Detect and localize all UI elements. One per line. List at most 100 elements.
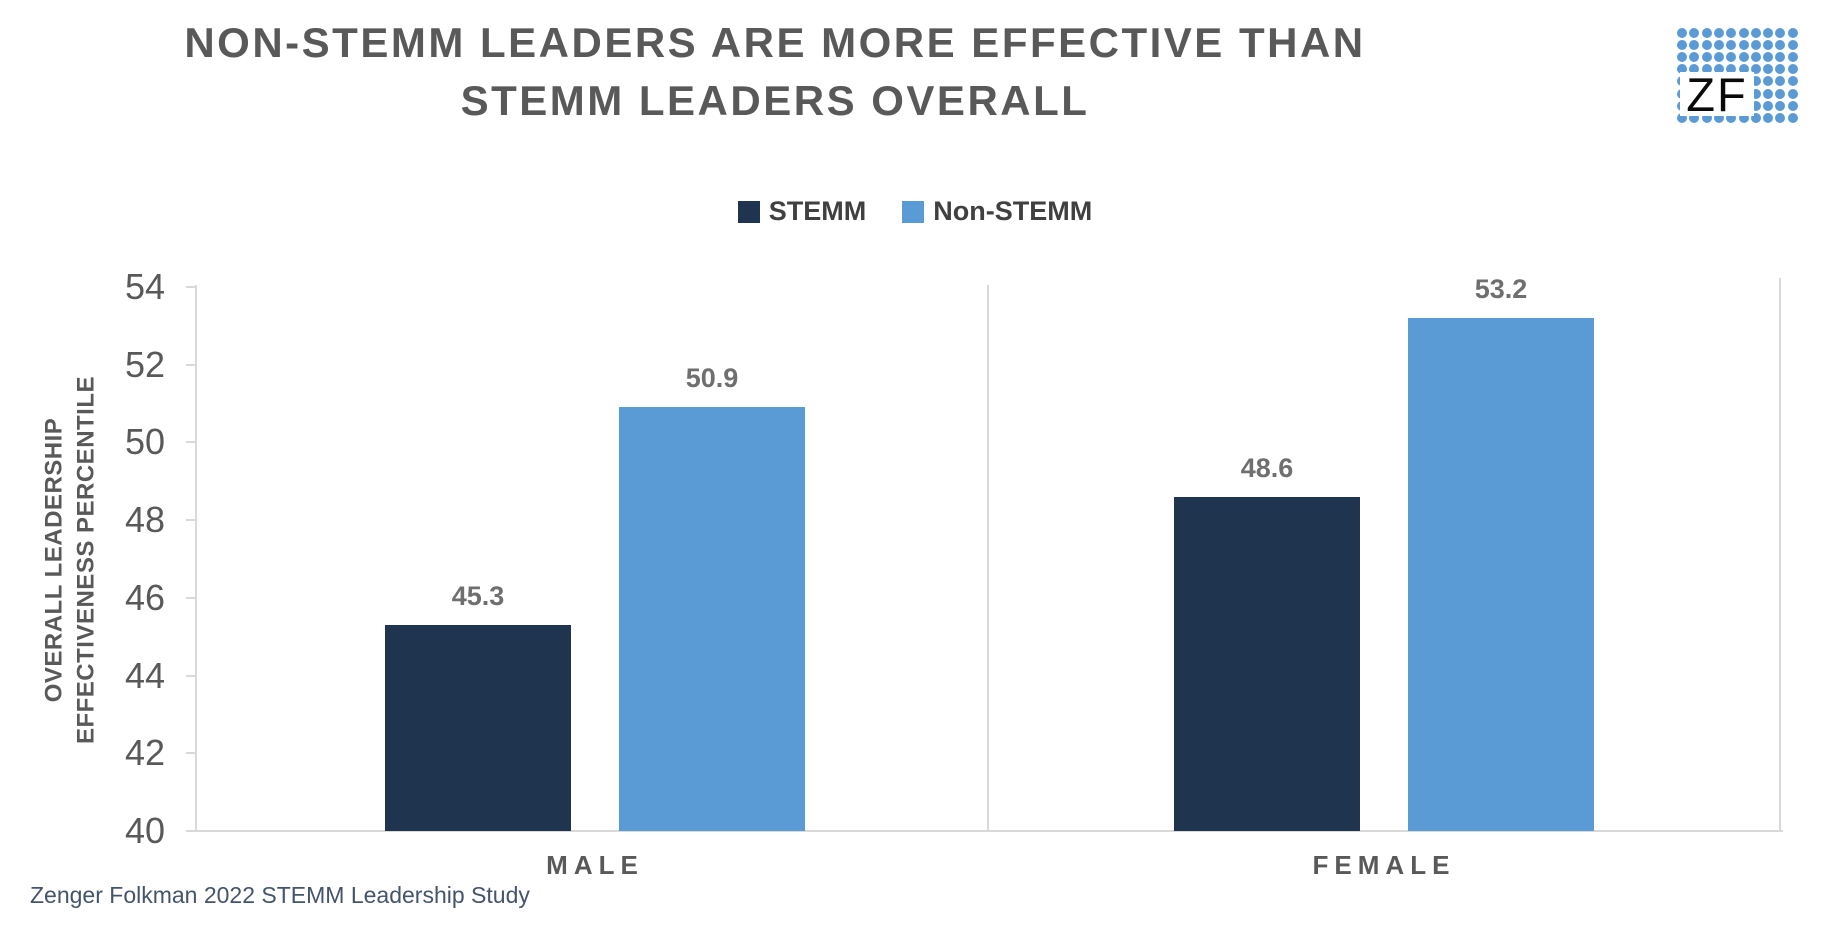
logo-dot — [1763, 100, 1774, 111]
logo-dot — [1750, 52, 1761, 63]
bar-stemm-male — [385, 625, 571, 831]
logo-dot — [1787, 88, 1798, 99]
legend-label: Non-STEMM — [933, 196, 1093, 226]
logo-dot — [1677, 112, 1687, 123]
logo-dot — [1726, 40, 1737, 51]
y-tick-mark — [186, 363, 195, 366]
logo-dot — [1689, 28, 1700, 38]
logo-dot — [1738, 112, 1749, 123]
y-tick-mark — [186, 674, 195, 677]
y-axis-line — [195, 285, 197, 831]
logo-dot — [1738, 40, 1749, 51]
chart-title: NON-STEMM LEADERS ARE MORE EFFECTIVE THA… — [0, 14, 1550, 130]
logo-dot — [1787, 76, 1798, 87]
bar-value-label: 50.9 — [685, 363, 739, 394]
logo-dot — [1763, 76, 1774, 87]
logo-dot — [1701, 64, 1712, 75]
logo-dot — [1738, 28, 1749, 38]
logo-dot — [1750, 100, 1761, 111]
y-tick-mark — [186, 441, 195, 444]
logo-dot — [1689, 40, 1700, 51]
logo-dot — [1787, 64, 1798, 75]
category-label-female: FEMALE — [1312, 850, 1456, 880]
logo-dot — [1701, 28, 1712, 38]
logo-dot — [1677, 28, 1687, 38]
logo-dot — [1787, 28, 1798, 38]
logo-dot — [1677, 52, 1687, 63]
logo-dot — [1775, 100, 1786, 111]
y-tick-label: 42 — [124, 732, 165, 774]
zf-logo: ZF — [1670, 22, 1800, 137]
y-tick-label: 46 — [124, 576, 165, 618]
logo-dot — [1775, 64, 1786, 75]
logo-dot — [1750, 64, 1761, 75]
chart-title-line1: NON-STEMM LEADERS ARE MORE EFFECTIVE THA… — [184, 19, 1366, 66]
logo-dot — [1726, 64, 1737, 75]
logo-dot — [1775, 28, 1786, 38]
plot-right-border-line — [1779, 278, 1781, 831]
logo-dot — [1775, 40, 1786, 51]
bar-value-label: 53.2 — [1474, 274, 1528, 305]
logo-dot — [1763, 28, 1774, 38]
y-tick-mark — [186, 596, 195, 599]
logo-dot — [1787, 52, 1798, 63]
logo-dot — [1787, 100, 1798, 111]
x-axis-line — [188, 830, 1783, 832]
y-tick-mark — [186, 519, 195, 522]
legend-item-non-stemm: Non-STEMM — [902, 196, 1092, 227]
logo-dot — [1750, 88, 1761, 99]
chart-legend: STEMM Non-STEMM — [0, 196, 1830, 227]
y-tick-label: 54 — [124, 266, 165, 307]
y-tick-label: 52 — [124, 343, 165, 385]
bar-value-label: 45.3 — [451, 581, 505, 612]
y-tick-mark — [186, 830, 195, 832]
y-tick-mark — [186, 286, 195, 288]
category-label-male: MALE — [546, 850, 644, 880]
logo-dot — [1763, 52, 1774, 63]
logo-dot — [1738, 52, 1749, 63]
logo-dot — [1713, 40, 1724, 51]
source-note: Zenger Folkman 2022 STEMM Leadership Stu… — [30, 882, 530, 908]
logo-dot — [1775, 112, 1786, 123]
logo-dot — [1750, 76, 1761, 87]
logo-dot — [1677, 40, 1687, 51]
logo-dot — [1775, 88, 1786, 99]
logo-dot — [1763, 88, 1774, 99]
logo-dot — [1713, 64, 1724, 75]
logo-dot — [1763, 40, 1774, 51]
legend-swatch-icon — [737, 200, 760, 223]
logo-dot — [1726, 52, 1737, 63]
logo-dot — [1713, 112, 1724, 123]
logo-dot — [1763, 64, 1774, 75]
y-tick-label: 50 — [124, 421, 165, 463]
zf-logo-text: ZF — [1680, 71, 1754, 118]
logo-dot — [1726, 112, 1737, 123]
logo-dot — [1750, 40, 1761, 51]
bar-non-stemm-female — [1408, 318, 1594, 831]
bar-stemm-female — [1174, 496, 1360, 831]
legend-swatch-icon — [902, 200, 925, 223]
logo-dot — [1750, 28, 1761, 38]
logo-dot — [1775, 76, 1786, 87]
logo-dot — [1726, 28, 1737, 38]
chart-title-line2: STEMM LEADERS OVERALL — [460, 76, 1090, 124]
y-tick-label: 40 — [124, 810, 165, 851]
legend-item-stemm: STEMM — [737, 196, 867, 227]
logo-dot — [1787, 40, 1798, 51]
bar-non-stemm-male — [619, 407, 805, 831]
logo-dot — [1689, 112, 1700, 123]
y-tick-label: 48 — [124, 499, 165, 541]
legend-label: STEMM — [768, 196, 867, 226]
y-tick-label: 44 — [124, 654, 165, 696]
y-tick-mark — [186, 752, 195, 755]
logo-dot — [1701, 40, 1712, 51]
bar-value-label: 48.6 — [1240, 452, 1294, 483]
logo-dot — [1713, 52, 1724, 63]
logo-dot — [1787, 112, 1798, 123]
logo-dot — [1689, 64, 1700, 75]
logo-dot — [1677, 64, 1687, 75]
logo-dot — [1701, 52, 1712, 63]
logo-dot — [1689, 52, 1700, 63]
logo-dot — [1763, 112, 1774, 123]
